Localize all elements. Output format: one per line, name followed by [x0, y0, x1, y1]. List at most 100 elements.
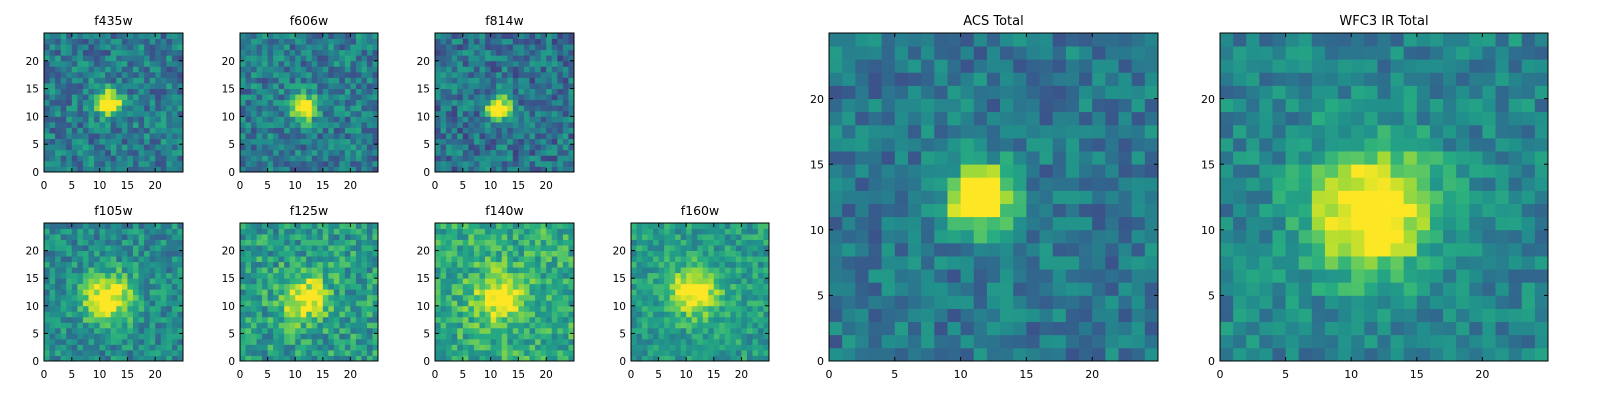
- heatmap-cell: [457, 289, 464, 296]
- heatmap-cell: [82, 311, 89, 318]
- heatmap-cell: [675, 239, 682, 246]
- heatmap-cell: [77, 261, 84, 268]
- heatmap-cell: [485, 144, 491, 151]
- heatmap-cell: [366, 272, 373, 279]
- heatmap-cell: [1052, 203, 1067, 218]
- heatmap-cell: [155, 127, 162, 134]
- heatmap-cell: [479, 278, 486, 285]
- heatmap-cell: [116, 94, 123, 101]
- heatmap-cell: [116, 133, 123, 140]
- heatmap-cell: [457, 256, 464, 263]
- heatmap-cell: [540, 160, 547, 167]
- heatmap-cell: [562, 327, 569, 334]
- heatmap-cell: [116, 71, 123, 78]
- heatmap-cell: [311, 60, 318, 67]
- heatmap-cell: [110, 99, 117, 106]
- heatmap-cell: [138, 333, 145, 340]
- heatmap-cell: [71, 316, 78, 323]
- heatmap-cell: [562, 110, 569, 117]
- heatmap-cell: [446, 250, 453, 257]
- heatmap-cell: [273, 338, 280, 345]
- heatmap-cell: [160, 278, 167, 285]
- heatmap-cell: [462, 49, 469, 56]
- heatmap-cell: [440, 166, 447, 173]
- heatmap-cell: [451, 250, 458, 257]
- heatmap-cell: [829, 177, 843, 191]
- heatmap-cell: [518, 349, 525, 356]
- heatmap-cell: [306, 116, 313, 123]
- heatmap-cell: [485, 38, 491, 45]
- heatmap-cell: [44, 333, 50, 340]
- heatmap-cell: [372, 294, 379, 301]
- heatmap-cell: [551, 160, 558, 167]
- heatmap-cell: [757, 305, 764, 312]
- heatmap-cell: [171, 60, 178, 67]
- heatmap-cell: [171, 234, 178, 240]
- heatmap-cell: [344, 49, 351, 56]
- heatmap-cell: [960, 203, 975, 218]
- heatmap-cell: [256, 60, 263, 67]
- heatmap-cell: [1065, 308, 1080, 323]
- heatmap-cell: [757, 272, 764, 279]
- heatmap-cell: [94, 116, 100, 123]
- heatmap-cell: [306, 71, 313, 78]
- heatmap-cell: [724, 289, 731, 296]
- heatmap-cell: [631, 311, 637, 318]
- heatmap-cell: [127, 71, 134, 78]
- heatmap-cell: [894, 321, 909, 336]
- heatmap-cell: [251, 66, 257, 73]
- heatmap-cell: [468, 133, 475, 140]
- heatmap-cell: [702, 322, 709, 329]
- heatmap-cell: [868, 164, 883, 178]
- heatmap-cell: [77, 283, 84, 290]
- heatmap-cell: [77, 349, 84, 356]
- heatmap-cell: [366, 149, 373, 156]
- heatmap-cell: [317, 121, 324, 128]
- heatmap-cell: [713, 245, 720, 251]
- heatmap-cell: [77, 121, 84, 128]
- heatmap-cell: [278, 316, 285, 323]
- heatmap-cell: [1105, 269, 1119, 283]
- heatmap-cell: [166, 133, 173, 140]
- heatmap-cell: [60, 49, 67, 56]
- heatmap-cell: [708, 333, 715, 340]
- heatmap-cell: [658, 322, 665, 329]
- heatmap-cell: [55, 228, 62, 235]
- heatmap-cell: [440, 38, 447, 45]
- heatmap-cell: [66, 38, 73, 45]
- heatmap-cell: [691, 349, 698, 356]
- heatmap-cell: [333, 144, 340, 151]
- heatmap-cell: [155, 355, 162, 362]
- heatmap-cell: [512, 49, 519, 56]
- heatmap-cell: [658, 316, 665, 323]
- heatmap-cell: [311, 223, 318, 229]
- heatmap-cell: [501, 55, 508, 62]
- heatmap-cell: [350, 166, 357, 173]
- heatmap-cell: [680, 234, 687, 240]
- heatmap-cell: [284, 116, 291, 123]
- heatmap-cell: [366, 110, 373, 117]
- heatmap-cell: [300, 322, 307, 329]
- heatmap-cell: [435, 239, 441, 246]
- heatmap-cell: [361, 166, 368, 173]
- heatmap-cell: [66, 316, 73, 323]
- heatmap-cell: [295, 133, 302, 140]
- heatmap-cell: [71, 322, 78, 329]
- x-tick-label: 5: [68, 369, 75, 381]
- heatmap-cell: [512, 256, 519, 263]
- heatmap-cell: [535, 261, 542, 268]
- heatmap-cell: [138, 116, 145, 123]
- heatmap-cell: [94, 355, 100, 362]
- heatmap-cell: [907, 321, 922, 336]
- heatmap-cell: [317, 160, 324, 167]
- heatmap-cell: [121, 127, 128, 134]
- heatmap-cell: [160, 245, 167, 251]
- heatmap-cell: [60, 55, 67, 62]
- heatmap-cell: [166, 228, 173, 235]
- heatmap-cell: [372, 322, 379, 329]
- x-tick-label: 15: [512, 180, 525, 192]
- heatmap-cell: [344, 138, 351, 145]
- heatmap-cell: [177, 144, 184, 151]
- heatmap-cell: [479, 149, 486, 156]
